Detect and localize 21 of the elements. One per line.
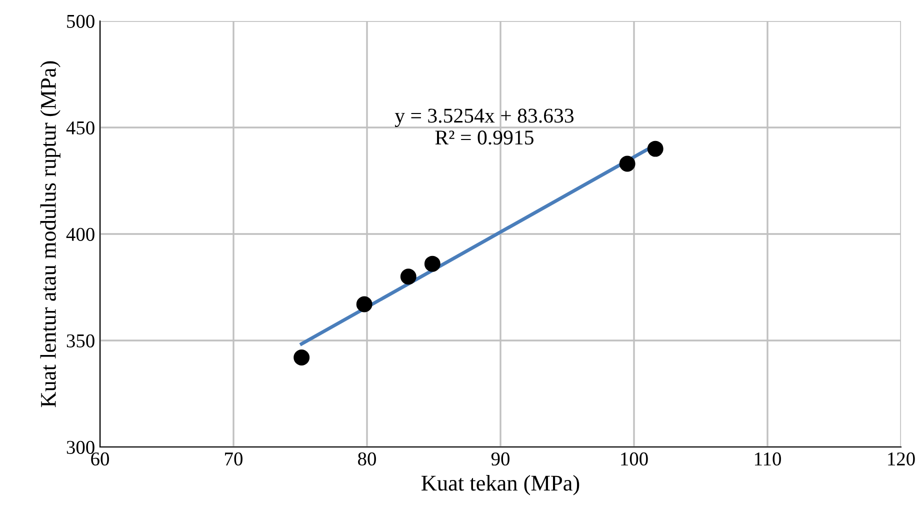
y-tick-label: 350	[66, 334, 94, 348]
point	[647, 140, 664, 157]
point	[400, 268, 416, 285]
x-tick-label: 110	[754, 452, 781, 466]
annotation: y = 3.5254x + 83.633 R² = 0.9915	[394, 108, 574, 145]
point	[356, 296, 372, 312]
x-tick-label: 100	[621, 452, 648, 466]
x-tick-label: 120	[888, 452, 915, 466]
y-axis-title: Kuat lentur atau modulus ruptur (MPa)	[40, 61, 60, 408]
y-tick-label: 300	[66, 440, 94, 454]
x-tick-label: 60	[91, 452, 109, 466]
x-tick-label: 70	[225, 452, 242, 466]
x-tick-label: 90	[491, 452, 510, 466]
point	[294, 350, 310, 366]
point	[619, 156, 636, 172]
x-axis-title: Kuat tekan (MPa)	[422, 475, 580, 496]
point	[424, 256, 440, 272]
y-tick-label: 500	[67, 14, 94, 28]
y-tick-label: 400	[66, 228, 94, 241]
y-tick-label: 450	[66, 121, 94, 134]
x-tick-label: 80	[358, 452, 376, 466]
